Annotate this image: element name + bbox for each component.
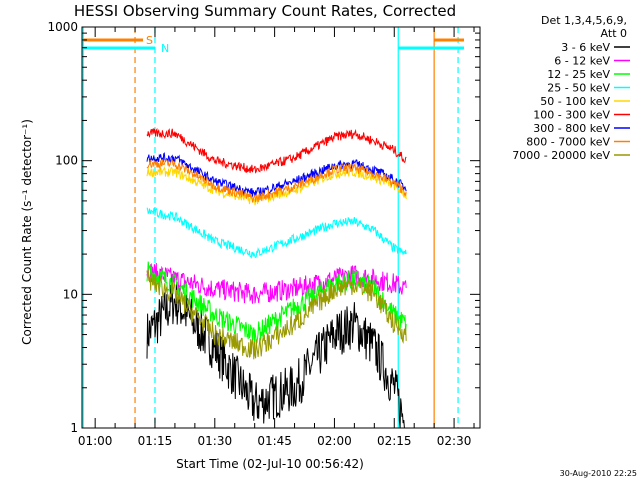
legend-entry-label: 7000 - 20000 keV (512, 149, 610, 162)
y-tick-label: 100 (55, 154, 78, 168)
x-tick-label: 01:45 (257, 434, 292, 448)
series-line (146, 158, 407, 203)
legend-header-line-2: Att 0 (601, 27, 627, 40)
series-line (146, 270, 407, 360)
x-tick-label: 02:00 (317, 434, 352, 448)
flag-label: S (146, 34, 153, 47)
x-tick-label: 01:00 (78, 434, 113, 448)
y-axis-label: Corrected Count Rate (s⁻¹ detector⁻¹) (20, 119, 34, 345)
x-axis-ticks: 01:00 01:15 01:30 01:45 02:00 02:15 02:30 (78, 27, 475, 448)
plot-frame (81, 26, 481, 429)
x-tick-label: 01:15 (138, 434, 173, 448)
x-tick-label: 01:30 (198, 434, 233, 448)
legend-header-line-1: Det 1,3,4,5,6,9, (541, 14, 627, 27)
y-tick-label: 1000 (47, 20, 78, 34)
series-line (146, 166, 407, 206)
legend-entry-label: 3 - 6 keV (561, 41, 610, 54)
y-tick-label: 1 (70, 421, 78, 435)
observing-flags: SN (83, 34, 464, 55)
series-line (146, 152, 407, 197)
x-tick-label: 02:15 (377, 434, 412, 448)
series-line (146, 262, 407, 304)
legend-entry-label: 800 - 7000 keV (526, 136, 610, 149)
series-line (146, 282, 407, 429)
legend-entry-label: 100 - 300 keV (533, 109, 610, 122)
data-series (146, 127, 407, 429)
legend-entry-label: 300 - 800 keV (533, 122, 610, 135)
x-axis-label: Start Time (02-Jul-10 00:56:42) (176, 457, 364, 471)
y-tick-label: 10 (63, 287, 78, 301)
legend-entry-label: 25 - 50 keV (547, 82, 610, 95)
legend-entry-label: 50 - 100 keV (540, 95, 610, 108)
x-tick-label: 02:30 (437, 434, 472, 448)
series-line (146, 127, 407, 174)
legend-entry-label: 6 - 12 keV (554, 55, 610, 68)
time-markers (82, 27, 459, 428)
series-line (146, 207, 407, 259)
flag-label: N (161, 42, 169, 55)
legend-entry-label: 12 - 25 keV (547, 68, 610, 81)
y-axis-ticks: 1 10 100 1000 (47, 20, 480, 435)
footer-date: 30-Aug-2010 22:25 (560, 469, 637, 478)
chart-title: HESSI Observing Summary Count Rates, Cor… (74, 2, 456, 20)
